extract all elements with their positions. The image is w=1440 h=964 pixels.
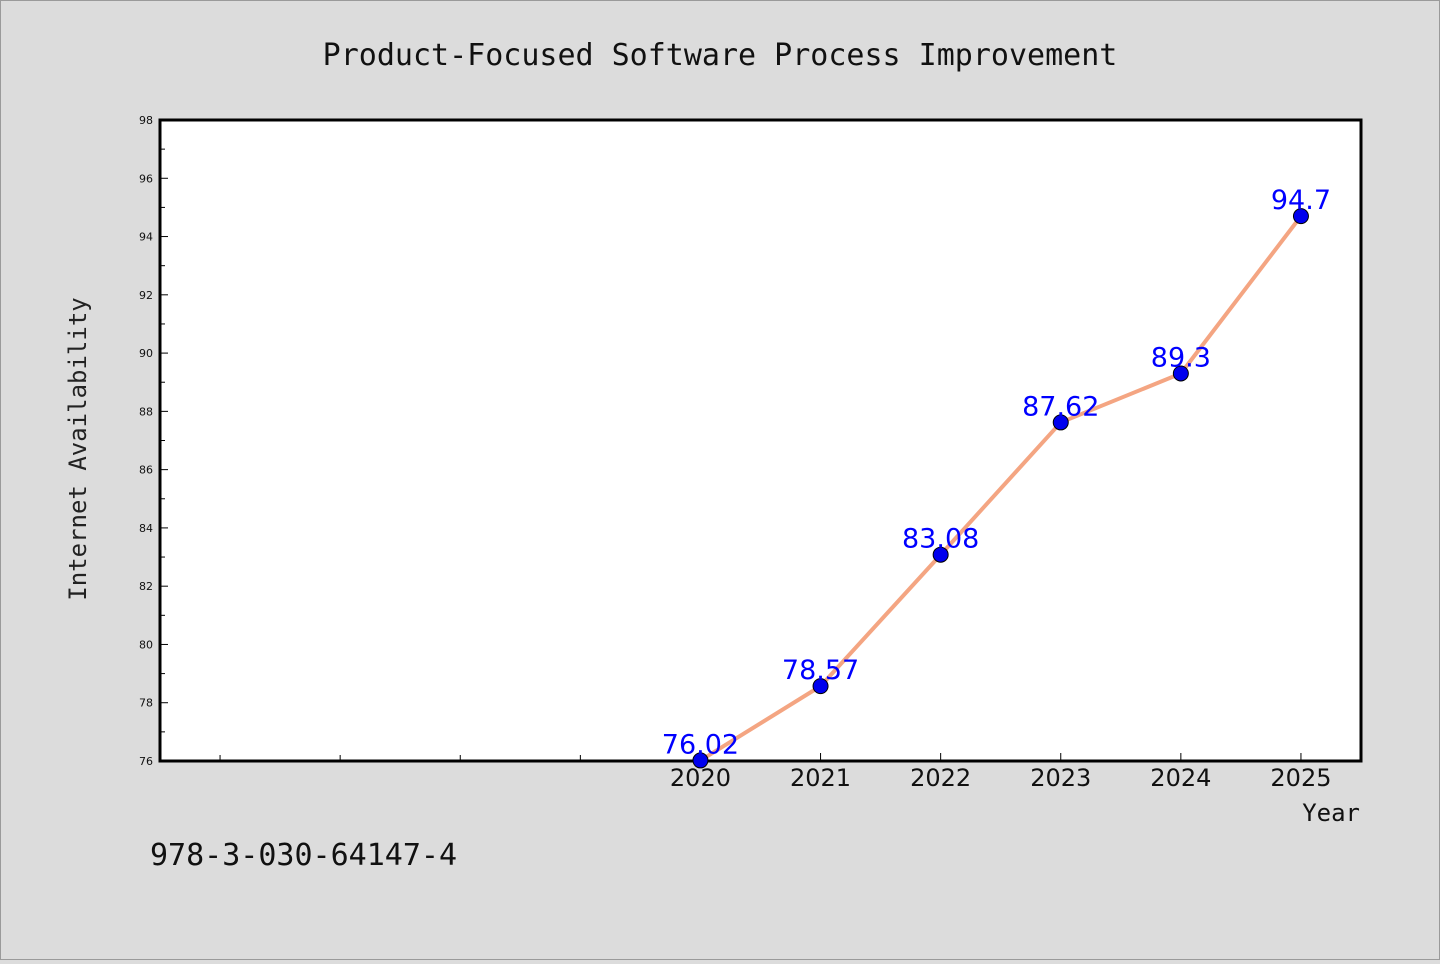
series-line [698, 214, 1303, 763]
data-point [932, 546, 949, 563]
y-tick-label: 90 [139, 347, 153, 360]
chart-title: Product-Focused Software Process Improve… [323, 38, 1118, 73]
data-point [1292, 208, 1309, 225]
series-line-group [698, 214, 1303, 763]
data-label: 83.08 [902, 524, 979, 555]
y-tick-label: 80 [139, 638, 153, 651]
y-tick-label: 76 [139, 755, 153, 768]
x-tick-label: 2020 [670, 764, 731, 792]
data-label: 78.57 [782, 655, 859, 686]
data-label: 87.62 [1022, 391, 1099, 422]
data-point [1172, 365, 1189, 382]
isbn-annotation: 978-3-030-64147-4 [150, 838, 457, 873]
plot-area [158, 118, 1363, 763]
data-labels: 76.02 78.57 83.08 87.62 89.3 94.7 [662, 185, 1331, 760]
x-tick-label: 2025 [1270, 764, 1331, 792]
series-markers [692, 208, 1309, 769]
data-point [1052, 414, 1069, 431]
y-tick-label: 84 [139, 522, 153, 535]
y-tick-label: 86 [139, 464, 153, 477]
y-tick-label: 78 [139, 697, 153, 710]
y-tick-label: 92 [139, 289, 153, 302]
y-axis-title: Internet Availability [64, 297, 92, 600]
y-tick-label: 88 [139, 405, 153, 418]
y-tick-label: 82 [139, 580, 153, 593]
x-tick-label: 2022 [910, 764, 971, 792]
y-axis-ticks: 76 78 80 82 84 86 88 90 92 94 96 98 [139, 114, 168, 768]
data-point [812, 678, 829, 695]
data-label: 76.02 [662, 729, 739, 760]
x-axis-ticks: 2020 2021 2022 2023 2024 2025 [219, 753, 1331, 792]
data-label: 89.3 [1151, 342, 1211, 373]
data-point [692, 752, 709, 769]
x-tick-label: 2024 [1150, 764, 1211, 792]
y-tick-label: 96 [139, 172, 153, 185]
y-tick-label: 98 [139, 114, 153, 127]
x-axis-title: Year [1302, 799, 1360, 827]
x-tick-label: 2021 [790, 764, 851, 792]
data-label: 94.7 [1271, 185, 1331, 216]
x-tick-label: 2023 [1030, 764, 1091, 792]
y-tick-label: 94 [139, 231, 153, 244]
